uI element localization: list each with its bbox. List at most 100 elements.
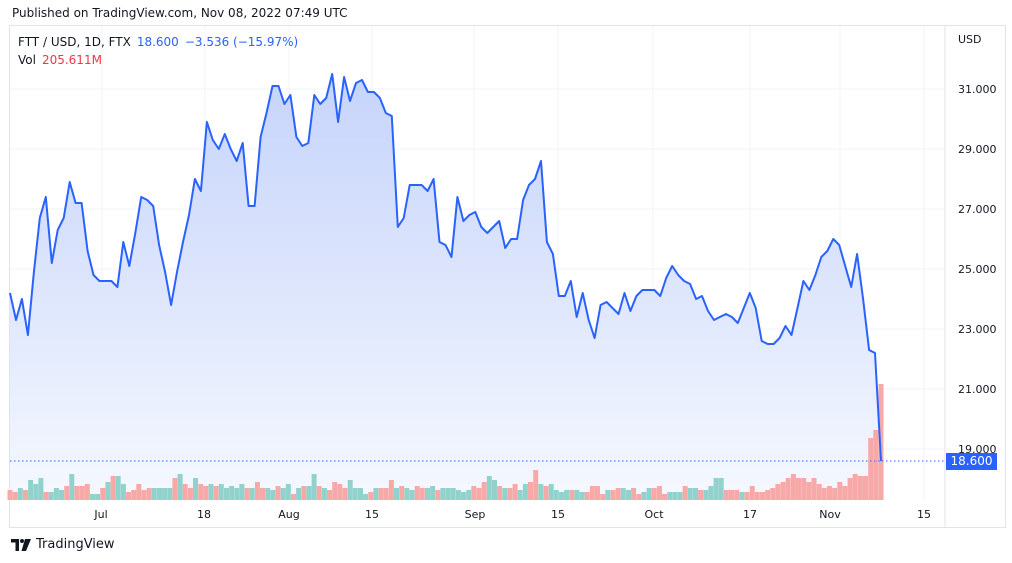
volume-bar	[450, 488, 456, 500]
volume-bar	[84, 484, 90, 500]
volume-bar	[234, 488, 240, 500]
volume-bar	[291, 494, 296, 500]
volume-bar	[69, 474, 75, 500]
symbol-label[interactable]: FTT / USD, 1D, FTX	[18, 35, 131, 49]
volume-bar	[167, 488, 173, 500]
volume-bar	[672, 492, 678, 500]
x-tick: Sep	[465, 508, 486, 521]
x-tick: Aug	[278, 508, 299, 521]
volume-bar	[811, 478, 817, 500]
volume-bar	[265, 488, 271, 500]
price-change-value: −3.536 (−15.97%)	[184, 35, 299, 49]
volume-bar	[146, 488, 152, 500]
volume-bar	[59, 490, 64, 500]
volume-bar	[414, 486, 420, 500]
volume-bar	[502, 488, 508, 500]
volume-bar	[7, 490, 13, 500]
volume-bar	[827, 486, 832, 500]
volume-bar	[832, 488, 838, 500]
volume-bar	[316, 486, 322, 500]
y-tick: 23.000	[958, 323, 997, 336]
volume-bar	[610, 490, 616, 500]
volume-bar	[878, 384, 884, 500]
volume-bar	[141, 490, 147, 500]
x-tick: 15	[917, 508, 931, 521]
volume-bar	[224, 488, 229, 500]
volume-bar	[17, 488, 23, 500]
volume-bar	[23, 490, 28, 500]
volume-bar	[584, 492, 590, 500]
volume-bar	[409, 490, 415, 500]
volume-bar	[636, 494, 642, 500]
volume-bar	[718, 478, 724, 500]
volume-bar	[698, 490, 704, 500]
volume-bar	[327, 490, 332, 500]
volume-bar	[837, 482, 843, 500]
x-tick: Nov	[819, 508, 841, 521]
volume-bar	[517, 490, 523, 500]
volume-bar	[492, 480, 497, 500]
volume-bar	[543, 486, 549, 500]
volume-bar	[110, 476, 116, 500]
legend-price-row: FTT / USD, 1D, FTX 18.600 −3.536 (−15.97%)	[18, 33, 298, 51]
volume-bar	[177, 474, 183, 500]
volume-bar	[244, 488, 250, 500]
volume-bar	[620, 488, 626, 500]
volume-bar	[321, 488, 327, 500]
volume-bar	[538, 484, 544, 500]
volume-bar	[589, 486, 595, 500]
price-line	[9, 73, 882, 462]
volume-bar	[126, 492, 131, 500]
volume-bar	[399, 486, 405, 500]
volume-bar	[425, 488, 430, 500]
volume-bar	[193, 478, 198, 500]
volume-bar	[790, 474, 796, 500]
y-tick: 27.000	[958, 203, 997, 216]
volume-bar	[213, 486, 219, 500]
volume-bar	[311, 474, 317, 500]
volume-bar	[522, 484, 528, 500]
volume-bar	[172, 478, 178, 500]
y-tick: 31.000	[958, 83, 997, 96]
volume-bar	[626, 490, 631, 500]
volume-bar	[461, 492, 466, 500]
volume-bar	[754, 492, 760, 500]
volume-bar	[569, 490, 575, 500]
volume-bar	[693, 488, 698, 500]
volume-bar	[254, 482, 260, 500]
volume-bar	[187, 488, 193, 500]
volume-bar	[739, 492, 745, 500]
volume-bar	[497, 486, 503, 500]
volume-bar	[708, 486, 714, 500]
chart-frame	[9, 25, 1006, 528]
volume-bar	[394, 488, 399, 500]
volume-bar	[383, 488, 389, 500]
volume-bar	[404, 488, 410, 500]
volume-bar	[816, 484, 822, 500]
volume-bar	[229, 486, 235, 500]
volume-bar	[64, 486, 70, 500]
volume-bar	[641, 492, 647, 500]
volume-bar	[342, 488, 348, 500]
volume-bar	[136, 484, 142, 500]
volume-bar	[512, 484, 518, 500]
volume-bar	[445, 488, 451, 500]
volume-label[interactable]: Vol	[18, 53, 36, 67]
volume-bar	[842, 486, 848, 500]
volume-bar	[74, 486, 80, 500]
volume-bar	[53, 488, 59, 500]
volume-bar	[131, 490, 137, 500]
volume-bar	[182, 484, 188, 500]
volume-bar	[600, 494, 606, 500]
volume-bar	[455, 490, 461, 500]
time-axis-labels: Jul 18 Aug 15 Sep 15 Oct 17 Nov 15	[93, 508, 931, 521]
volume-bar	[471, 486, 477, 500]
tradingview-brand[interactable]: TradingView	[36, 537, 115, 552]
legend-volume-row: Vol 205.611M	[18, 51, 298, 69]
volume-bar	[744, 492, 750, 500]
volume-bar	[687, 488, 693, 500]
tradingview-logo-icon	[11, 538, 31, 551]
volume-bar	[270, 490, 276, 500]
volume-bar	[507, 488, 513, 500]
